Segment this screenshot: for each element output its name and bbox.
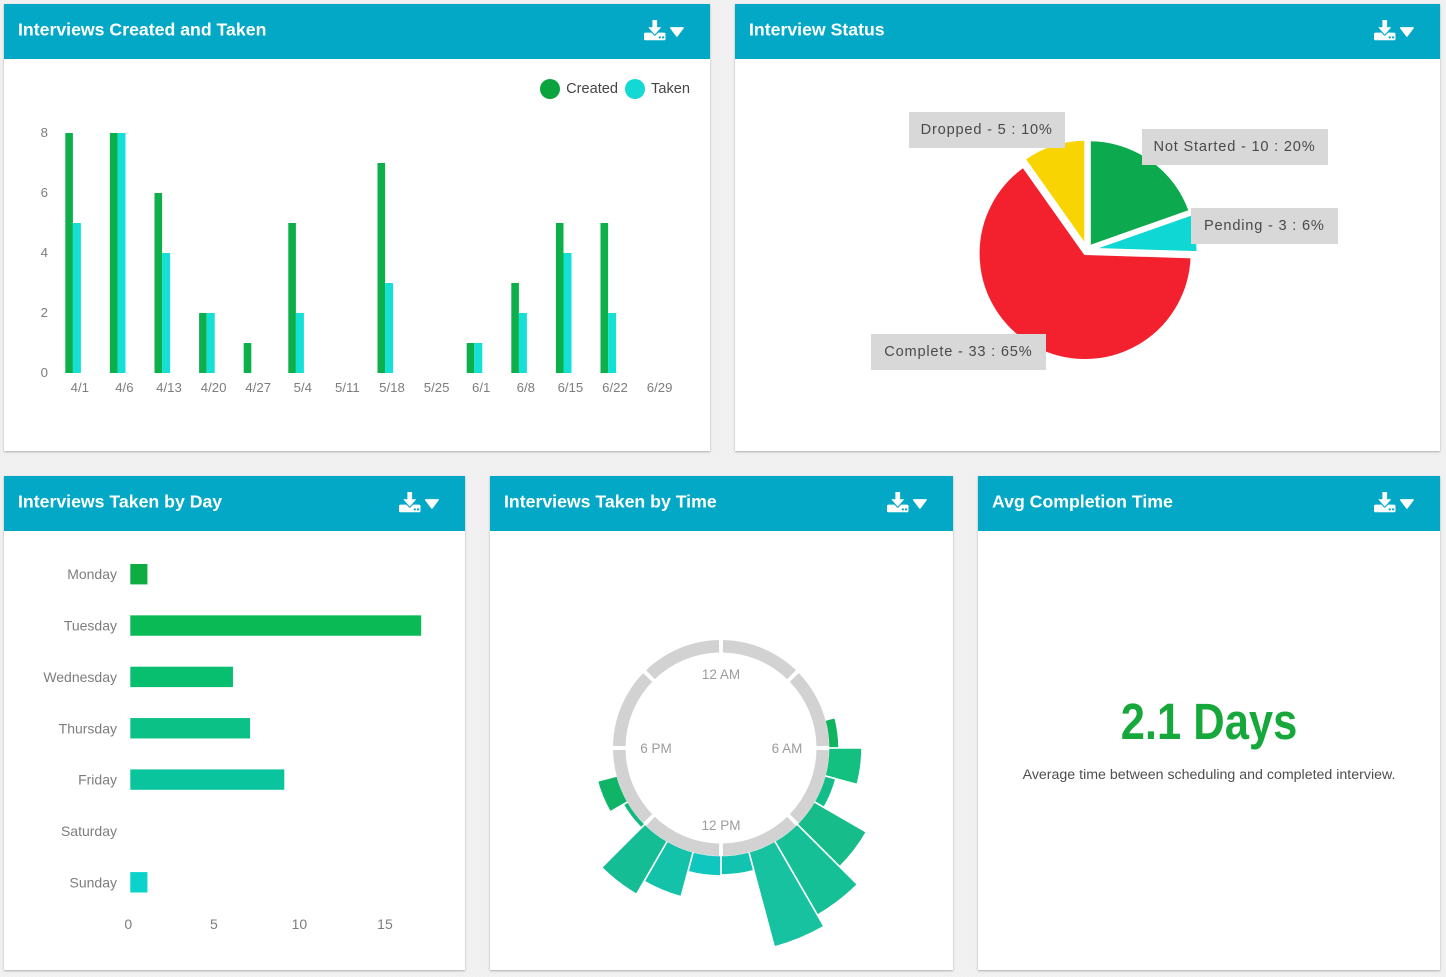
svg-text:Sunday: Sunday	[70, 874, 117, 890]
svg-text:Saturday: Saturday	[61, 823, 117, 839]
svg-text:10: 10	[292, 916, 308, 932]
svg-text:6/1: 6/1	[472, 380, 490, 395]
svg-text:5/11: 5/11	[335, 380, 360, 395]
svg-text:4/6: 4/6	[115, 380, 133, 395]
svg-text:Friday: Friday	[78, 772, 117, 788]
svg-text:8: 8	[41, 125, 48, 140]
svg-text:4/1: 4/1	[71, 380, 89, 395]
svg-text:Monday: Monday	[67, 566, 117, 582]
svg-text:4: 4	[41, 245, 48, 260]
svg-text:6 PM: 6 PM	[640, 741, 672, 756]
svg-text:2: 2	[41, 305, 48, 320]
svg-text:12 AM: 12 AM	[702, 667, 740, 682]
svg-text:12 PM: 12 PM	[701, 818, 740, 833]
svg-text:Thursday: Thursday	[59, 720, 117, 736]
svg-text:Wednesday: Wednesday	[43, 669, 117, 685]
svg-text:15: 15	[377, 916, 393, 932]
svg-text:0: 0	[124, 916, 132, 932]
svg-text:6/8: 6/8	[517, 380, 535, 395]
svg-text:Tuesday: Tuesday	[64, 618, 117, 634]
svg-text:5: 5	[210, 916, 218, 932]
svg-text:6 AM: 6 AM	[772, 741, 803, 756]
svg-text:6/29: 6/29	[647, 380, 673, 395]
svg-text:6/22: 6/22	[602, 380, 628, 395]
svg-text:4/13: 4/13	[156, 380, 182, 395]
svg-text:4/27: 4/27	[245, 380, 271, 395]
svg-text:5/4: 5/4	[294, 380, 312, 395]
svg-text:6/15: 6/15	[558, 380, 584, 395]
svg-text:5/18: 5/18	[379, 380, 405, 395]
svg-text:6: 6	[41, 185, 48, 200]
svg-text:5/25: 5/25	[424, 380, 450, 395]
svg-text:4/20: 4/20	[201, 380, 227, 395]
svg-text:0: 0	[41, 365, 48, 380]
